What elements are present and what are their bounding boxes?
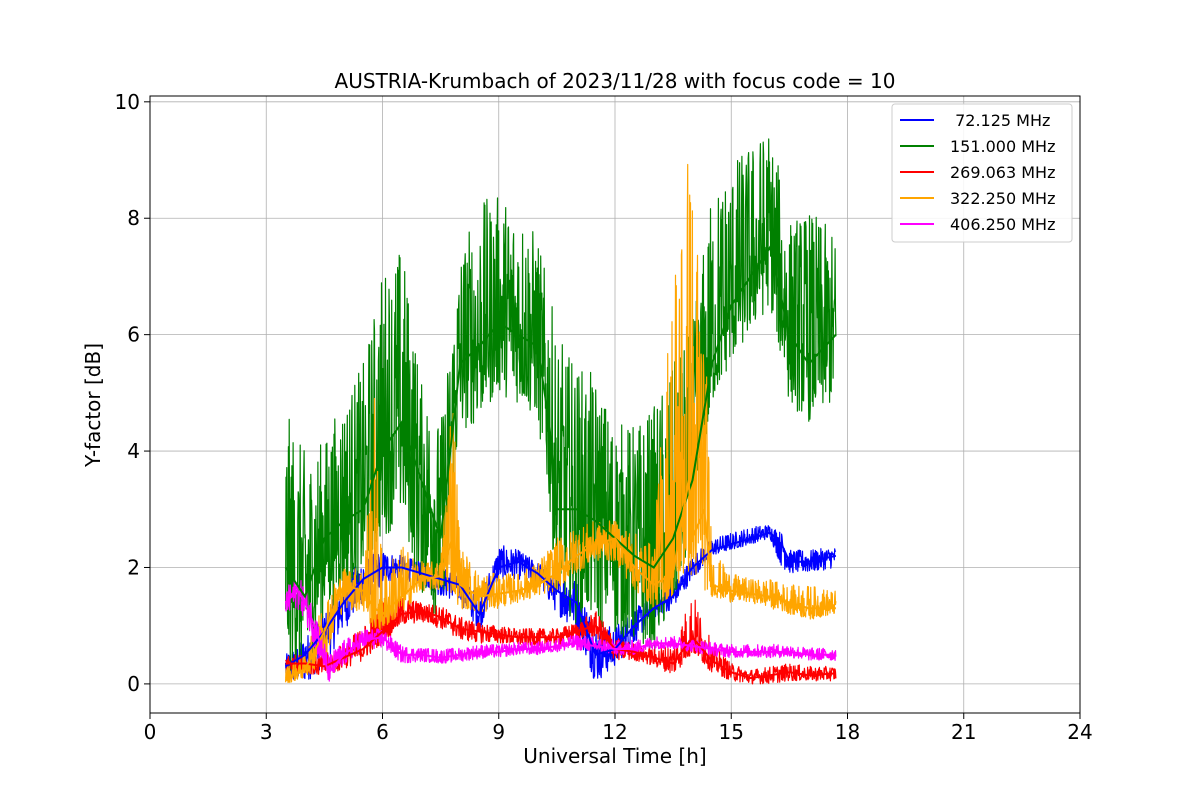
x-tick-label: 12	[602, 720, 627, 744]
series-line	[284, 589, 836, 675]
x-tick-label: 0	[144, 720, 157, 744]
x-axis-label: Universal Time [h]	[523, 744, 706, 768]
x-tick-label: 15	[719, 720, 744, 744]
y-tick-label: 4	[127, 439, 140, 463]
series-lines	[284, 244, 837, 680]
legend: 72.125 MHz 151.000 MHz 269.063 MHz 322.250 …	[891, 103, 1073, 243]
legend-label: 269.063 MHz	[950, 163, 1055, 182]
y-tick-label: 10	[115, 90, 140, 114]
x-tick-label: 6	[376, 720, 389, 744]
y-tick-label: 6	[127, 323, 140, 347]
legend-label: 406.250 MHz	[950, 215, 1055, 234]
series-trace	[285, 163, 837, 684]
y-tick-label: 2	[127, 555, 140, 579]
legend-box	[891, 103, 1073, 243]
series-line	[285, 531, 837, 668]
y-tick-label: 0	[127, 672, 140, 696]
x-tick-label: 24	[1067, 720, 1092, 744]
x-tick-label: 9	[492, 720, 505, 744]
series-trace	[285, 580, 837, 682]
legend-label: 151.000 MHz	[950, 137, 1055, 156]
legend-label: 322.250 MHz	[950, 189, 1055, 208]
series-line	[285, 480, 836, 680]
series-line	[284, 244, 837, 599]
series-bands	[285, 138, 837, 685]
chart-title: AUSTRIA-Krumbach of 2023/11/28 with focu…	[335, 69, 896, 93]
series-trace	[285, 596, 837, 685]
x-tick-label: 18	[835, 720, 860, 744]
y-tick-label: 8	[127, 206, 140, 230]
x-tick-label: 3	[260, 720, 273, 744]
x-tick-label: 21	[951, 720, 976, 744]
legend-label: 72.125 MHz	[950, 111, 1050, 130]
y-axis-label: Y-factor [dB]	[81, 343, 105, 468]
